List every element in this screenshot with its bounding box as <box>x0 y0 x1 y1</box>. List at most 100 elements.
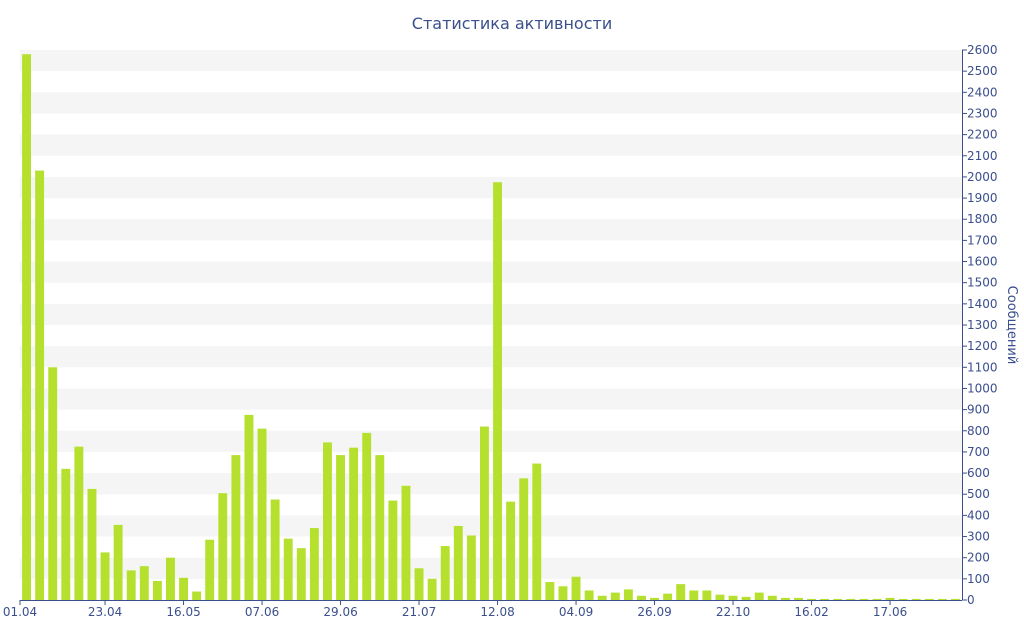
bar-45 <box>610 592 620 600</box>
grid-band <box>20 473 962 495</box>
y-tick-label: 1900 <box>967 191 998 205</box>
bar-56 <box>754 592 764 600</box>
bar-9 <box>139 566 149 600</box>
bar-29 <box>401 485 411 600</box>
x-tick-label: 29.06 <box>323 605 357 619</box>
x-tick-label: 21.07 <box>402 605 436 619</box>
bar-36 <box>493 182 502 600</box>
bar-71 <box>951 598 960 600</box>
bar-12 <box>179 577 188 600</box>
bar-48 <box>650 597 659 600</box>
bar-16 <box>231 455 241 600</box>
bar-23 <box>323 442 332 600</box>
y-tick-label: 1000 <box>967 381 998 395</box>
bar-46 <box>623 589 633 600</box>
grid-band <box>20 176 962 199</box>
x-tick-label: 01.04 <box>3 605 37 619</box>
y-tick-label: 200 <box>967 551 990 565</box>
bar-42 <box>571 576 581 600</box>
bar-57 <box>767 595 777 600</box>
bar-37 <box>506 501 516 600</box>
x-tick-label: 26.09 <box>637 605 671 619</box>
y-tick-label: 2500 <box>967 64 998 78</box>
bar-7 <box>113 524 123 600</box>
grid-band <box>20 219 962 241</box>
y-tick-label: 1100 <box>967 360 998 374</box>
bar-70 <box>937 598 947 600</box>
bar-32 <box>440 546 450 600</box>
bar-27 <box>375 455 385 600</box>
grid-band <box>20 261 962 283</box>
bar-5 <box>87 488 97 600</box>
bar-3 <box>61 468 71 600</box>
bar-41 <box>558 586 568 600</box>
bar-1 <box>35 170 45 601</box>
bar-66 <box>885 597 895 600</box>
x-tick-label: 16.05 <box>166 605 200 619</box>
y-tick-label: 900 <box>967 403 990 417</box>
bar-19 <box>270 499 280 600</box>
bar-53 <box>715 594 725 600</box>
y-tick-label: 2400 <box>967 85 998 99</box>
x-tick-label: 23.04 <box>88 605 122 619</box>
y-tick-label: 2200 <box>967 128 998 142</box>
y-tick-label: 2100 <box>967 149 998 163</box>
bar-34 <box>466 535 476 600</box>
grid-band <box>20 430 962 452</box>
y-tick-label: 2300 <box>967 106 998 120</box>
grid-band <box>20 92 962 114</box>
bar-67 <box>898 598 908 600</box>
grid-band <box>20 388 962 410</box>
x-tick-label: 04.09 <box>559 605 593 619</box>
bar-26 <box>362 432 372 600</box>
y-tick-label: 700 <box>967 445 990 459</box>
bar-10 <box>152 580 162 600</box>
x-tick-label: 17.06 <box>873 605 907 619</box>
bar-11 <box>166 557 175 600</box>
x-tick-label: 22.10 <box>716 605 750 619</box>
chart-title: Статистика активности <box>411 14 613 33</box>
y-tick-label: 1600 <box>967 255 998 269</box>
bar-0 <box>22 54 31 600</box>
bar-62 <box>833 598 843 600</box>
y-tick-label: 300 <box>967 530 990 544</box>
y-tick-label: 2000 <box>967 170 998 184</box>
bar-18 <box>257 428 267 600</box>
bar-44 <box>597 595 607 600</box>
bar-22 <box>309 528 319 600</box>
bar-64 <box>859 598 869 600</box>
bar-4 <box>74 446 84 600</box>
x-tick-label: 12.08 <box>480 605 514 619</box>
bar-51 <box>689 590 699 600</box>
bar-13 <box>192 591 202 600</box>
bar-24 <box>336 455 345 600</box>
y-tick-label: 0 <box>967 593 975 607</box>
bar-38 <box>519 478 529 600</box>
bar-40 <box>545 582 555 600</box>
bar-49 <box>663 593 673 600</box>
y-tick-label: 600 <box>967 466 990 480</box>
bar-25 <box>349 447 359 600</box>
bar-14 <box>205 539 215 600</box>
bar-15 <box>218 493 228 600</box>
bar-20 <box>283 538 293 600</box>
bar-60 <box>807 598 816 600</box>
grid-band <box>20 134 962 156</box>
bar-43 <box>584 590 594 600</box>
y-tick-label: 2600 <box>967 43 998 57</box>
bar-28 <box>388 500 398 600</box>
bar-6 <box>100 552 110 600</box>
bar-31 <box>427 578 437 600</box>
bar-54 <box>728 595 738 600</box>
bar-30 <box>414 568 424 600</box>
bar-58 <box>780 597 790 600</box>
y-tick-label: 400 <box>967 508 990 522</box>
bar-2 <box>48 367 58 600</box>
bar-61 <box>820 598 830 600</box>
y-tick-label: 500 <box>967 487 990 501</box>
x-tick-label: 16.02 <box>794 605 828 619</box>
y-tick-label: 1700 <box>967 233 998 247</box>
grid-band <box>20 346 962 368</box>
y-tick-label: 800 <box>967 424 990 438</box>
